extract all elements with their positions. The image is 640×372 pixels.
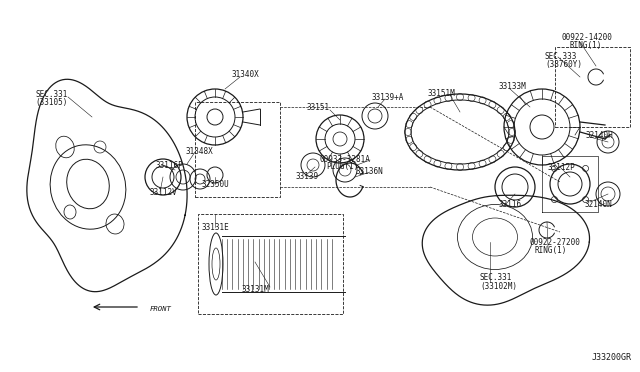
Bar: [198, 214, 343, 314]
Text: 33136N: 33136N: [356, 167, 384, 176]
Text: 33151: 33151: [307, 103, 330, 112]
Text: 33131M: 33131M: [242, 285, 269, 295]
Text: (33102M): (33102M): [480, 282, 517, 291]
Text: 32140N: 32140N: [585, 199, 612, 208]
Text: 33131E: 33131E: [202, 222, 230, 231]
Text: 00933-1281A: 00933-1281A: [320, 154, 371, 164]
Text: 32140H: 32140H: [586, 131, 614, 140]
Text: (38760Y): (38760Y): [545, 60, 582, 68]
Text: 33133M: 33133M: [499, 81, 527, 90]
Text: 00922-27200: 00922-27200: [530, 237, 581, 247]
Text: PLUG(1): PLUG(1): [326, 161, 358, 170]
Text: 33139: 33139: [296, 171, 319, 180]
Text: 33139+A: 33139+A: [372, 93, 404, 102]
Text: 00922-14200: 00922-14200: [562, 32, 613, 42]
Text: 33112V: 33112V: [150, 187, 178, 196]
Bar: [555, 47, 630, 127]
Text: 33112P: 33112P: [548, 163, 576, 171]
Text: 33151M: 33151M: [428, 89, 456, 97]
Text: FRONT: FRONT: [150, 306, 172, 312]
Text: SEC.331: SEC.331: [480, 273, 513, 282]
Text: (33105): (33105): [35, 97, 67, 106]
Text: J33200GR: J33200GR: [592, 353, 632, 362]
Text: RING(1): RING(1): [535, 246, 568, 254]
Text: 32350U: 32350U: [202, 180, 230, 189]
Text: 31348X: 31348X: [185, 147, 212, 155]
Bar: [195, 102, 280, 197]
Text: RING(1): RING(1): [570, 41, 602, 49]
Text: 31340X: 31340X: [232, 70, 260, 78]
Text: SEC.331: SEC.331: [35, 90, 67, 99]
Text: 33116: 33116: [499, 199, 522, 208]
Text: 33116P: 33116P: [155, 160, 183, 170]
Text: SEC.333: SEC.333: [545, 51, 577, 61]
